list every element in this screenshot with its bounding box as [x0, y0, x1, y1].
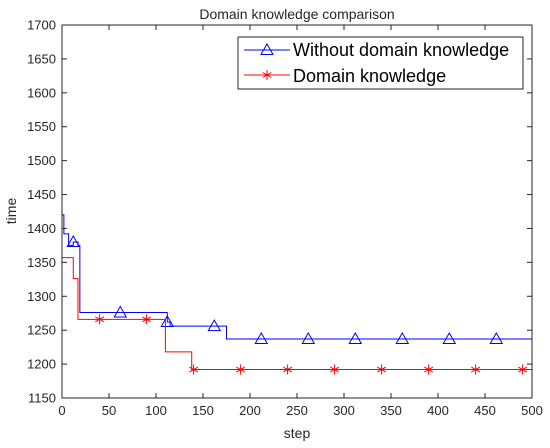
marker-domain-knowledge	[471, 364, 481, 375]
marker-domain-knowledge	[518, 364, 528, 375]
series-line-domain-knowledge	[62, 257, 532, 371]
axis-ticks: 0 50 100 150 200 250 300 350 400 450 500 1150 1200 12…	[27, 18, 543, 419]
marker-domain-knowledge	[330, 364, 340, 375]
marker-without-domain-knowledge	[348, 331, 363, 344]
marker-without-domain-knowledge	[442, 331, 457, 344]
marker-domain-knowledge	[236, 364, 246, 375]
series-line-without-domain-knowledge	[62, 214, 532, 340]
x-tick-label: 450	[474, 403, 496, 418]
x-tick-label: 100	[145, 403, 167, 418]
y-tick-label: 1700	[27, 18, 56, 33]
marker-domain-knowledge	[142, 314, 152, 325]
marker-without-domain-knowledge	[254, 331, 269, 344]
marker-without-domain-knowledge	[301, 331, 316, 344]
x-axis-label: step	[284, 425, 311, 441]
marker-without-domain-knowledge	[207, 319, 222, 332]
y-tick-label: 1200	[27, 357, 56, 372]
plot-series	[62, 214, 532, 375]
marker-without-domain-knowledge	[395, 331, 410, 344]
marker-domain-knowledge	[283, 364, 293, 375]
x-tick-label: 50	[102, 403, 116, 418]
x-tick-label: 150	[192, 403, 214, 418]
marker-domain-knowledge	[424, 364, 434, 375]
x-tick-label: 0	[58, 403, 65, 418]
y-tick-label: 1650	[27, 51, 56, 66]
x-tick-label: 300	[333, 403, 355, 418]
x-tick-label: 250	[286, 403, 308, 418]
marker-domain-knowledge	[189, 364, 199, 375]
chart-title: Domain knowledge comparison	[199, 6, 394, 22]
x-tick-label: 200	[239, 403, 261, 418]
marker-without-domain-knowledge	[160, 315, 175, 328]
x-tick-label: 400	[427, 403, 449, 418]
y-tick-label: 1500	[27, 153, 56, 168]
y-tick-label: 1400	[27, 221, 56, 236]
y-tick-label: 1250	[27, 323, 56, 338]
y-tick-label: 1350	[27, 255, 56, 270]
y-tick-label: 1550	[27, 119, 56, 134]
marker-without-domain-knowledge	[113, 305, 128, 318]
legend-marker-without-domain-knowledge	[260, 42, 274, 55]
marker-domain-knowledge	[95, 314, 105, 325]
y-axis-label: time	[3, 198, 19, 225]
y-tick-label: 1450	[27, 187, 56, 202]
marker-without-domain-knowledge	[489, 331, 504, 344]
legend-label-domain-knowledge: Domain knowledge	[293, 66, 446, 86]
y-tick-label: 1600	[27, 85, 56, 100]
marker-domain-knowledge	[377, 364, 387, 375]
y-tick-label: 1300	[27, 289, 56, 304]
legend-box	[237, 36, 524, 90]
legend-marker-domain-knowledge	[262, 70, 272, 80]
x-tick-label: 500	[521, 403, 543, 418]
marker-without-domain-knowledge	[66, 235, 81, 248]
y-tick-label: 1150	[28, 391, 56, 406]
legend-label-without-domain-knowledge: Without domain knowledge	[293, 40, 509, 60]
x-tick-label: 350	[380, 403, 402, 418]
chart-legend: Without domain knowledge Domain knowledg…	[237, 36, 524, 90]
